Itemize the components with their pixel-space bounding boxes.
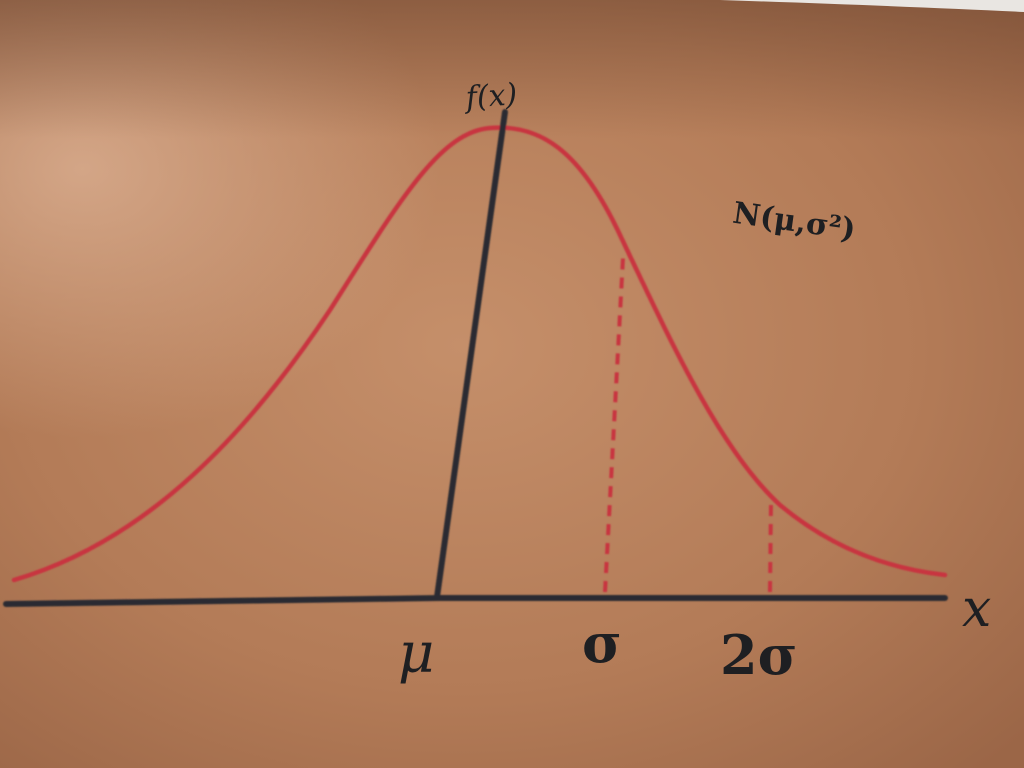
background-gap [720,0,1024,12]
x-axis-label: x [962,579,991,639]
tick-label-sigma: σ [582,611,622,675]
tick-label-mu: μ [398,621,434,686]
two-sigma-dashed-line [768,499,773,593]
tick-label-two-sigma: 2σ [720,623,797,687]
bell-curve-line [11,125,948,583]
y-axis-line [434,109,508,600]
x-axis-line [3,595,948,607]
y-axis-label: f(x) [463,77,519,116]
